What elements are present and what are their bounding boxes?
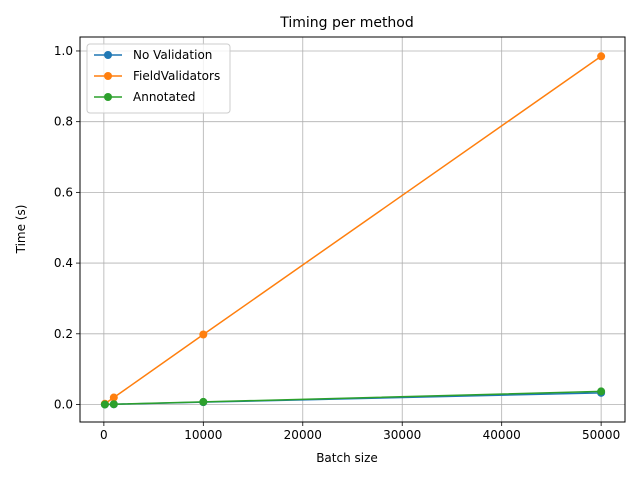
series-annotated bbox=[100, 387, 606, 409]
data-point bbox=[109, 393, 118, 402]
x-tick-label: 40000 bbox=[483, 428, 521, 442]
legend: No Validation FieldValidators Annotated bbox=[86, 43, 231, 114]
data-point bbox=[597, 387, 606, 396]
legend-item: FieldValidators bbox=[94, 69, 220, 83]
legend-marker bbox=[104, 72, 112, 80]
x-tick-label: 0 bbox=[100, 428, 108, 442]
y-tick-label: 0.4 bbox=[54, 256, 73, 270]
x-tick-label: 30000 bbox=[383, 428, 421, 442]
y-tick-label: 0.8 bbox=[54, 115, 73, 129]
chart-title: Timing per method bbox=[279, 15, 414, 31]
grid-lines bbox=[80, 37, 625, 422]
y-tick-label: 0.2 bbox=[54, 327, 73, 341]
series-line bbox=[104, 55, 602, 405]
plot-frame bbox=[79, 36, 626, 423]
legend-box bbox=[86, 43, 231, 114]
legend-marker bbox=[104, 51, 112, 59]
data-point bbox=[597, 52, 606, 61]
y-axis-ticks: 0.0 0.2 0.4 0.6 0.8 1.0 bbox=[54, 44, 80, 412]
data-point bbox=[199, 330, 208, 339]
legend-label: No Validation bbox=[133, 48, 212, 62]
y-tick-label: 1.0 bbox=[54, 44, 73, 58]
data-point bbox=[199, 397, 208, 406]
legend-label: FieldValidators bbox=[133, 69, 220, 83]
legend-item: No Validation bbox=[94, 48, 212, 62]
y-axis-label: Time (s) bbox=[14, 205, 28, 255]
data-point bbox=[109, 400, 118, 409]
series-layer bbox=[100, 52, 606, 409]
y-tick-label: 0.6 bbox=[54, 185, 73, 199]
x-axis-ticks: 0 10000 20000 30000 40000 50000 bbox=[100, 422, 620, 442]
series-line bbox=[104, 390, 602, 406]
legend-marker bbox=[104, 93, 112, 101]
data-point bbox=[100, 400, 109, 409]
legend-label: Annotated bbox=[133, 90, 196, 104]
legend-item: Annotated bbox=[94, 90, 196, 104]
x-axis-label: Batch size bbox=[316, 451, 378, 465]
y-tick-label: 0.0 bbox=[54, 398, 73, 412]
x-tick-label: 20000 bbox=[284, 428, 322, 442]
x-tick-label: 50000 bbox=[582, 428, 620, 442]
x-tick-label: 10000 bbox=[184, 428, 222, 442]
